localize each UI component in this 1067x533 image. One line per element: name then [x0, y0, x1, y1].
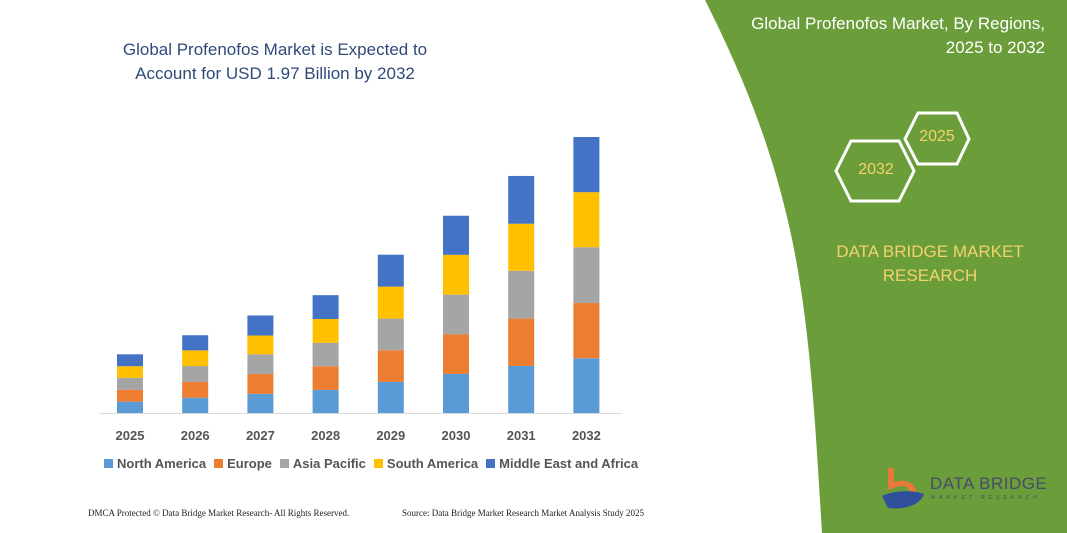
bar-segment-2026-1 [182, 381, 209, 398]
side-title-line2: 2025 to 2032 [945, 38, 1045, 57]
legend-label: Middle East and Africa [499, 456, 639, 471]
bar-segment-2027-2 [247, 354, 274, 375]
bar-segment-2029-0 [377, 381, 404, 413]
bar-segment-2030-2 [443, 294, 469, 335]
bar-segment-2032-3 [573, 192, 600, 248]
x-tick-label: 2025 [116, 428, 145, 443]
bar-segment-2031-0 [508, 365, 535, 413]
bar-segment-2028-2 [312, 342, 339, 367]
legend-item-north-america: North America [104, 456, 206, 471]
bar-segment-2025-1 [117, 389, 143, 402]
x-tick-label: 2030 [442, 428, 471, 443]
bar-segment-2026-0 [182, 397, 209, 413]
bar-segment-2028-1 [312, 366, 339, 390]
legend-swatch [373, 459, 383, 468]
bar-segment-2028-0 [312, 389, 339, 413]
chart-area: 2025 2026 2027 2028 2029 2030 2031 2032 [100, 137, 622, 443]
legend-label: South America [386, 456, 479, 471]
bar-segment-2032-4 [573, 137, 600, 193]
legend-label: Asia Pacific [292, 456, 366, 471]
side-title: Global Profenofos Market, By Regions, 20… [751, 12, 1045, 60]
green-panel [705, 0, 1067, 533]
hexagon-2032-outline [834, 139, 916, 203]
legend-swatch [104, 459, 113, 468]
legend-item-middle-east-africa: Middle East and Africa [486, 456, 638, 471]
legend-item-europe: Europe [214, 456, 272, 471]
bar-segment-2025-3 [117, 366, 143, 378]
hexagon-2025-outline [903, 111, 971, 166]
legend-swatch [486, 459, 496, 468]
logo-subtext: MARKET RESEARCH [931, 495, 1041, 501]
badge-start-year: 2025 [919, 128, 955, 145]
bar-segment-2025-4 [117, 354, 143, 367]
bar-segment-2026-4 [182, 335, 209, 351]
footer-copyright: DMCA Protected © Data Bridge Market Rese… [88, 508, 350, 518]
bar-segment-2028-3 [312, 318, 339, 343]
legend-label: North America [117, 456, 207, 471]
chart-title: Global Profenofos Market is Expected to … [122, 40, 428, 83]
bar-segment-2027-3 [247, 335, 274, 355]
legend-swatch [214, 459, 224, 468]
legend-label: Europe [227, 456, 272, 471]
badge-end-year: 2032 [858, 161, 894, 178]
x-tick-label: 2029 [376, 428, 405, 443]
bar-segment-2032-0 [573, 358, 600, 413]
bar-segment-2025-0 [117, 401, 143, 413]
bar-segment-2030-0 [443, 373, 469, 413]
bar-segment-2025-2 [117, 377, 143, 390]
x-tick-label: 2027 [246, 428, 275, 443]
brand-text: DATA BRIDGE MARKET RESEARCH [820, 240, 1040, 288]
legend-item-asia-pacific: Asia Pacific [279, 456, 366, 471]
bar-segment-2028-4 [312, 295, 339, 319]
bar-segment-2029-1 [377, 350, 404, 382]
logo-text: DATA BRIDGE [930, 474, 1048, 493]
bar-segment-2030-3 [443, 254, 469, 295]
data-bridge-logo-icon [882, 468, 924, 509]
bar-segment-2029-4 [377, 254, 404, 287]
bar-segment-2029-2 [377, 318, 404, 351]
legend: North America Europe Asia Pacific South … [104, 456, 638, 471]
x-tick-label: 2032 [572, 428, 601, 443]
bar-segment-2031-4 [508, 175, 535, 224]
bar-segment-2031-3 [508, 223, 535, 271]
bar-segment-2029-3 [377, 286, 404, 319]
x-tick-label: 2026 [181, 428, 210, 443]
bar-segment-2026-2 [182, 366, 209, 382]
bar-segment-2032-2 [573, 247, 600, 304]
bar-segment-2030-4 [443, 215, 469, 255]
bar-segment-2030-1 [443, 334, 469, 374]
legend-item-south-america: South America [373, 456, 479, 471]
x-tick-label: 2028 [311, 428, 340, 443]
side-title-line1: Global Profenofos Market, By Regions, [751, 14, 1045, 33]
brand-line1: DATA BRIDGE MARKET [836, 242, 1024, 261]
x-tick-label: 2031 [507, 428, 536, 443]
bar-segment-2032-1 [573, 303, 600, 359]
bar-segment-2027-1 [247, 374, 274, 394]
bar-segment-2031-2 [508, 270, 535, 319]
brand-line2: RESEARCH [882, 266, 978, 285]
bar-segment-2031-1 [508, 318, 535, 366]
bar-segment-2026-3 [182, 350, 209, 367]
footer-source: Source: Data Bridge Market Research Mark… [402, 508, 644, 518]
bar-segment-2027-4 [247, 315, 274, 336]
bar-segment-2027-0 [247, 393, 274, 413]
legend-swatch [279, 459, 289, 468]
